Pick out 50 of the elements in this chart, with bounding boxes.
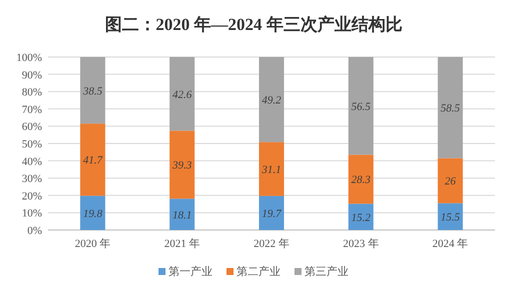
bar xyxy=(170,130,195,199)
chart-title: 图二：2020 年—2024 年三次产业结构比 xyxy=(104,15,402,34)
data-label: 42.6 xyxy=(172,88,192,101)
bar xyxy=(348,154,374,204)
y-tick-label: 70% xyxy=(22,104,42,116)
legend-label: 第二产业 xyxy=(236,265,280,278)
bar xyxy=(258,142,284,196)
x-tick-label: 2023 年 xyxy=(343,238,379,250)
bar xyxy=(438,203,463,230)
y-tick-label: 30% xyxy=(22,173,42,186)
y-tick-label: 50% xyxy=(22,138,42,150)
legend-label: 第三产业 xyxy=(304,265,348,278)
bar xyxy=(80,196,106,230)
legend-label: 第一产业 xyxy=(168,265,212,278)
bar xyxy=(258,196,284,230)
data-label: 18.1 xyxy=(172,209,192,222)
data-label: 15.2 xyxy=(351,212,372,224)
data-label: 31.1 xyxy=(260,164,282,176)
y-tick-label: 90% xyxy=(22,69,42,82)
bar xyxy=(170,57,195,131)
x-tick-label: 2021 年 xyxy=(164,238,200,250)
bar xyxy=(438,158,463,204)
x-tick-label: 2024 年 xyxy=(432,238,468,250)
x-tick-label: 2022 年 xyxy=(254,238,290,250)
bar xyxy=(80,124,106,196)
bar xyxy=(438,57,463,158)
data-label: 28.3 xyxy=(351,174,372,186)
x-tick-label: 2020 年 xyxy=(74,238,111,250)
y-tick-label: 60% xyxy=(22,121,42,134)
y-tick-label: 80% xyxy=(22,86,42,99)
y-tick-label: 0% xyxy=(27,225,42,237)
data-label: 38.5 xyxy=(82,85,103,98)
bar xyxy=(348,204,374,230)
data-label: 19.7 xyxy=(262,208,282,220)
data-label: 56.5 xyxy=(351,100,372,113)
data-label: 58.5 xyxy=(440,102,460,115)
data-label: 26 xyxy=(444,176,456,188)
data-label: 15.5 xyxy=(440,212,460,224)
y-tick-label: 20% xyxy=(22,190,42,202)
bar xyxy=(258,57,284,142)
y-tick-label: 10% xyxy=(22,208,42,220)
y-tick-label: 100% xyxy=(16,52,42,64)
data-label: 41.7 xyxy=(83,154,103,167)
bar xyxy=(80,57,106,124)
data-label: 19.8 xyxy=(83,208,103,220)
bar xyxy=(348,57,374,155)
bar xyxy=(170,198,195,230)
data-label: 39.3 xyxy=(171,160,192,172)
data-label: 49.2 xyxy=(262,94,282,107)
y-tick-label: 40% xyxy=(22,156,42,168)
